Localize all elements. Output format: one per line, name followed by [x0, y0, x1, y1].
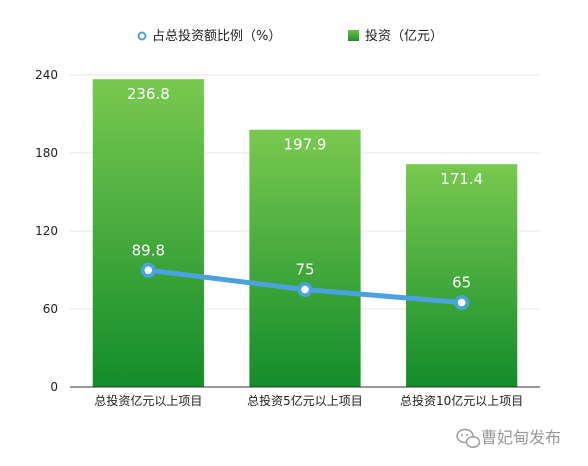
ratio-line-series: 89.8 75 65 [132, 241, 471, 310]
line-point [454, 295, 470, 310]
y-tick-label: 120 [35, 224, 58, 238]
line-data-label: 75 [295, 261, 314, 279]
bar-data-label: 197.9 [284, 136, 327, 154]
x-axis: 总投资亿元以上项目 总投资5亿元以上项目 总投资10亿元以上项目 [94, 393, 523, 408]
y-tick-label: 0 [50, 380, 58, 394]
bar [249, 129, 361, 388]
legend: 占总投资额比例（%） 投资（亿元） [137, 28, 443, 44]
y-tick-label: 180 [35, 146, 58, 160]
line-data-label: 89.8 [132, 241, 165, 259]
line-point [297, 282, 313, 297]
watermark: 曹妃甸发布 [456, 428, 561, 448]
legend-line-label: 占总投资额比例（%） [152, 28, 281, 44]
x-tick-label: 总投资10亿元以上项目 [400, 393, 523, 408]
x-tick-label: 总投资亿元以上项目 [94, 393, 202, 408]
legend-item-line[interactable]: 占总投资额比例（%） [137, 28, 282, 44]
y-tick-label: 60 [43, 302, 58, 316]
line-point-center [144, 266, 153, 275]
line-point [140, 262, 156, 278]
wechat-icon [456, 428, 481, 448]
line-point-center [457, 298, 466, 307]
legend-line-marker-icon [137, 31, 147, 41]
y-tick-label: 240 [35, 68, 58, 82]
watermark-text: 曹妃甸发布 [481, 428, 561, 447]
bar-data-label: 236.8 [127, 85, 170, 103]
line-data-label: 65 [452, 274, 471, 292]
legend-item-bar[interactable]: 投资（亿元） [348, 28, 443, 44]
line-point-center [301, 285, 309, 294]
x-tick-label: 总投资5亿元以上项目 [247, 393, 363, 408]
legend-bar-swatch-icon [348, 30, 359, 41]
bar-data-label: 171.4 [440, 170, 483, 188]
bars: 236.8 197.9 171.4 [92, 79, 518, 388]
legend-bar-label: 投资（亿元） [365, 28, 443, 44]
bar [92, 79, 204, 387]
bar [406, 164, 518, 387]
y-axis: 0 60 120 180 240 [35, 68, 58, 394]
